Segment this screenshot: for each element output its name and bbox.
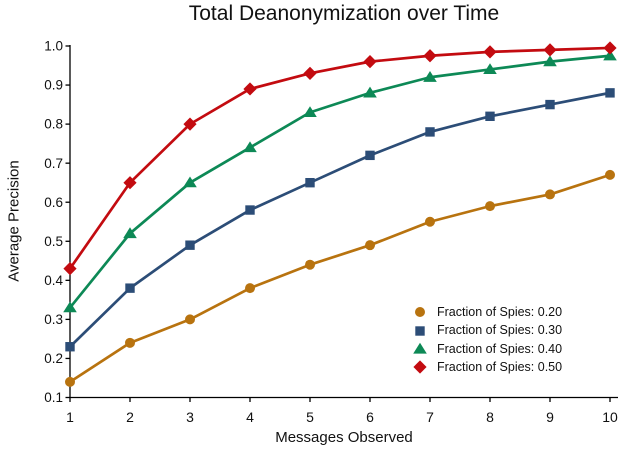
data-point [305,259,315,270]
legend-item: Fraction of Spies: 0.30 [408,321,562,339]
data-point [183,176,197,188]
data-point [423,71,437,82]
series-line [68,54,611,309]
data-point [185,240,195,250]
data-point [245,205,255,215]
y-tick-label: 0.7 [44,156,63,171]
legend-marker [415,307,425,318]
y-tick-label: 0.5 [44,234,63,249]
data-point [245,283,255,294]
circle-legend-marker-icon [415,307,425,318]
data-point [365,150,375,161]
data-point [363,55,377,69]
x-tick-label: 6 [366,409,374,425]
y-tick-label: 0.4 [44,273,63,288]
data-point [485,201,495,212]
x-tick-label: 7 [426,409,434,425]
square-legend-marker-icon [415,325,425,336]
chart-title: Total Deanonymization over Time [188,2,500,25]
series-spies-0.20 [65,169,615,387]
x-axis-title: Messages Observed [275,429,413,446]
data-point [485,111,495,121]
data-point [543,55,557,67]
legend-item: Fraction of Spies: 0.20 [408,303,562,321]
data-point [63,301,77,313]
data-point [125,283,135,293]
x-tick-label: 3 [186,409,194,425]
y-tick-label: 0.2 [44,351,63,366]
series-spies-0.50 [63,41,617,276]
y-tick-label: 0.3 [44,312,63,327]
data-point [363,86,377,98]
legend-marker [413,342,427,354]
data-point [243,141,257,153]
y-tick-label: 0.8 [44,117,63,132]
data-point [545,99,555,110]
data-point [123,176,137,190]
series-line [68,46,611,270]
data-point [423,49,437,63]
data-point [425,127,435,137]
data-point [65,342,75,352]
legend-label: Fraction of Spies: 0.30 [437,323,563,338]
data-point [65,376,75,387]
data-point [303,106,317,117]
series-line [69,173,611,384]
x-tick-label: 5 [306,409,314,425]
legend-label: Fraction of Spies: 0.40 [437,341,563,356]
y-tick-label: 0.6 [44,195,63,210]
series-spies-0.40 [63,49,617,313]
x-tick-label: 9 [546,409,554,425]
diamond-legend-marker-icon [413,360,427,374]
data-point [125,337,135,348]
data-point [63,262,77,276]
data-point [605,169,615,180]
data-point [183,117,197,131]
legend-marker [415,325,425,336]
y-tick-label: 0.1 [44,390,63,405]
triangle-legend-marker-icon [413,342,427,354]
data-point [123,227,137,239]
data-point [185,314,195,325]
y-tick-label: 1.0 [44,39,63,54]
data-point [605,88,615,98]
data-point [603,49,617,61]
legend: Fraction of Spies: 0.20 Fraction of Spies… [408,303,562,377]
x-tick-label: 8 [486,409,494,425]
y-tick-label: 0.9 [44,78,63,93]
legend-item: Fraction of Spies: 0.50 [408,358,562,376]
data-point [365,240,375,251]
x-tick-label: 4 [246,409,254,425]
series-spies-0.30 [65,88,615,352]
x-tick-label: 1 [66,409,74,425]
data-point [243,82,257,96]
data-point [305,177,315,188]
x-tick-label: 10 [602,409,618,425]
data-point [603,41,617,55]
data-point [303,66,317,80]
data-point [545,189,555,200]
data-point [543,43,557,57]
series-line [69,91,611,348]
legend-label: Fraction of Spies: 0.20 [437,304,563,319]
data-point [425,216,435,227]
data-point [483,63,497,75]
x-tick-label: 2 [126,409,134,425]
legend-item: Fraction of Spies: 0.40 [408,340,562,358]
legend-marker [413,360,427,374]
legend-label: Fraction of Spies: 0.50 [437,360,563,375]
data-point [483,45,497,59]
